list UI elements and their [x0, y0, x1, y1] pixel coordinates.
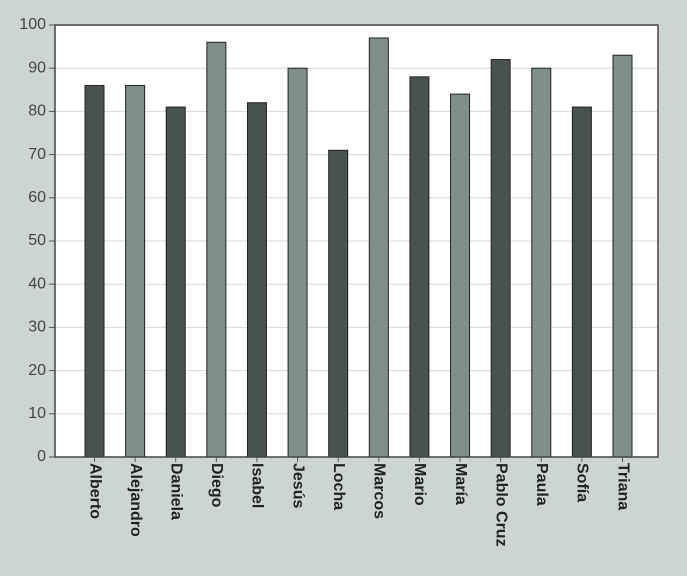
- x-tick-label: Mario: [411, 463, 428, 506]
- bar: [368, 37, 389, 458]
- x-tick-label: Sofía: [574, 463, 591, 502]
- y-tick-label: 60: [28, 189, 46, 206]
- x-tick-label: Isabel: [249, 463, 266, 508]
- y-tick-label: 90: [28, 59, 46, 76]
- bar: [409, 76, 430, 458]
- bar: [287, 67, 308, 458]
- x-tick-label: Jesús: [289, 463, 306, 508]
- x-tick-label: María: [452, 463, 469, 505]
- x-tick-label: Triana: [614, 463, 631, 510]
- y-tick-label: 50: [28, 232, 46, 249]
- x-tick-label: Paula: [533, 463, 550, 506]
- bar: [165, 106, 186, 458]
- y-tick-label: 30: [28, 319, 46, 336]
- bar: [125, 84, 146, 458]
- bar: [84, 84, 105, 458]
- y-tick-label: 100: [19, 16, 46, 33]
- bar: [246, 102, 267, 458]
- bar: [206, 41, 227, 458]
- x-tick-label: Daniela: [167, 463, 184, 520]
- x-tick-label: Alejandro: [127, 463, 144, 537]
- bar: [612, 54, 633, 458]
- y-tick-label: 80: [28, 103, 46, 120]
- y-tick-label: 0: [37, 448, 46, 465]
- bar: [571, 106, 592, 458]
- x-tick-label: Locha: [330, 463, 347, 510]
- bar: [328, 149, 349, 458]
- plot-border: [54, 24, 659, 458]
- y-tick-label: 40: [28, 275, 46, 292]
- bar: [490, 59, 511, 458]
- x-tick-label: Pablo Cruz: [492, 463, 509, 547]
- y-tick-label: 20: [28, 362, 46, 379]
- bar: [531, 67, 552, 458]
- x-tick-label: Alberto: [86, 463, 103, 519]
- y-tick-label: 70: [28, 146, 46, 163]
- bar: [450, 93, 471, 458]
- y-tick-label: 10: [28, 405, 46, 422]
- x-tick-label: Diego: [208, 463, 225, 508]
- x-tick-label: Marcos: [371, 463, 388, 519]
